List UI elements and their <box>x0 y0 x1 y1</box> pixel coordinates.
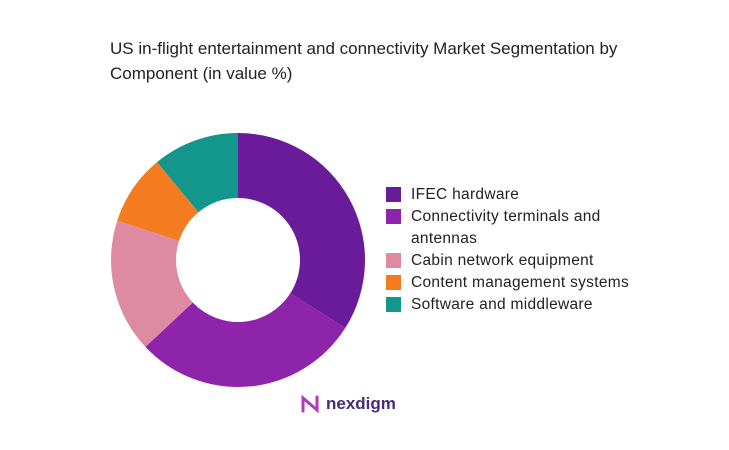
logo-text: nexdigm <box>326 394 396 413</box>
legend: IFEC hardware Connectivity terminals and … <box>386 184 646 316</box>
donut-segment <box>157 133 238 213</box>
legend-swatch <box>386 253 401 268</box>
chart-title: US in-flight entertainment and connectiv… <box>110 39 618 83</box>
legend-item: Software and middleware <box>386 294 646 316</box>
legend-swatch <box>386 297 401 312</box>
donut-segment <box>238 133 365 329</box>
legend-label: Connectivity terminals and antennas <box>411 208 601 247</box>
donut-segment <box>145 293 346 387</box>
donut-segment <box>111 220 193 347</box>
legend-swatch <box>386 209 401 224</box>
legend-label: Software and middleware <box>411 296 593 313</box>
logo-icon <box>301 394 319 414</box>
legend-item: Content management systems <box>386 272 646 294</box>
legend-swatch <box>386 275 401 290</box>
legend-swatch <box>386 187 401 202</box>
legend-item: Connectivity terminals and antennas <box>386 206 646 250</box>
legend-item: Cabin network equipment <box>386 250 646 272</box>
legend-item: IFEC hardware <box>386 184 646 206</box>
legend-label: IFEC hardware <box>411 186 520 203</box>
logo: nexdigm <box>300 393 396 415</box>
donut-segment <box>117 162 199 241</box>
legend-label: Cabin network equipment <box>411 252 594 269</box>
legend-label: Content management systems <box>411 274 630 291</box>
